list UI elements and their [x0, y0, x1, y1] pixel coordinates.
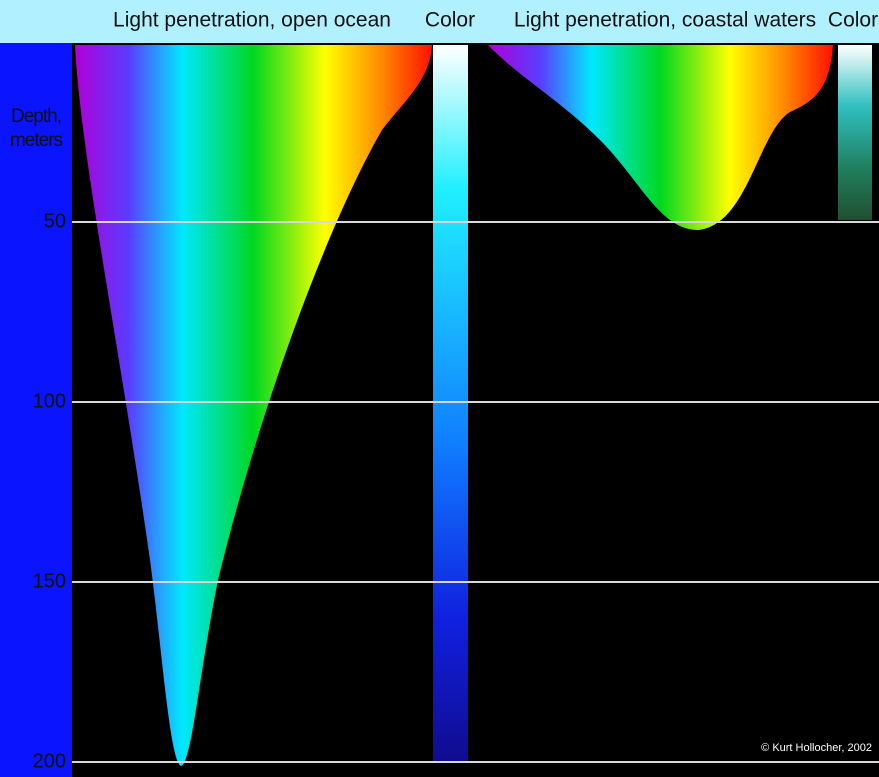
y-tick-label: 200 [33, 750, 66, 772]
coastal-color-bar [838, 45, 872, 220]
diagram: Light penetration, open ocean Color Ligh… [0, 0, 879, 777]
axis-label-box: Depth, meters [0, 105, 72, 175]
color-label: Color [828, 9, 878, 32]
y-tick-label: 150 [33, 570, 66, 592]
credit: © Kurt Hollocher, 2002 [761, 742, 872, 754]
y-tick-label: 100 [33, 390, 66, 412]
title: Light penetration, coastal waters [514, 9, 816, 32]
open-ocean-spectrum [75, 45, 432, 766]
y-tick-label: 50 [44, 210, 66, 232]
color-label: Color [425, 9, 475, 32]
page: Light penetration, open ocean Color Ligh… [0, 0, 879, 777]
axis-label: Depth, meters [0, 105, 72, 153]
title: Light penetration, open ocean [113, 9, 391, 32]
coastal-spectrum [488, 45, 833, 230]
open-ocean-color-bar [433, 45, 468, 762]
